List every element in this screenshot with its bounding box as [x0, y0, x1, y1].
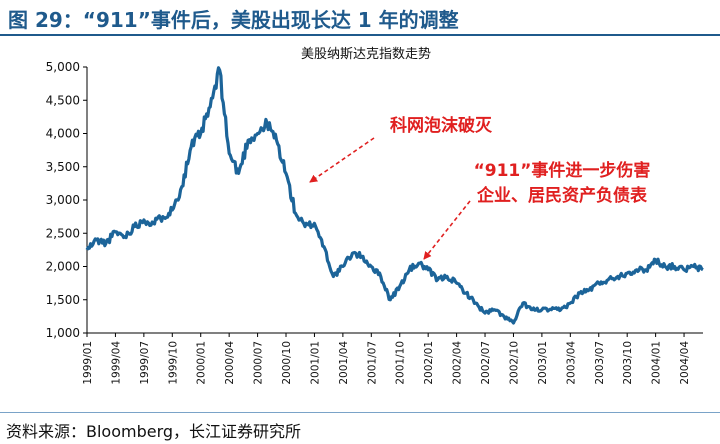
- source-note: 资料来源：Bloomberg，长江证券研究所: [6, 422, 302, 441]
- figure-title-text: “911”事件后，美股出现长达 1 年的调整: [82, 8, 459, 32]
- x-tick-label: 2000/10: [281, 341, 293, 385]
- y-tick-label: 1,000: [46, 326, 80, 340]
- x-tick-label: 2004/01: [651, 341, 663, 385]
- annotation-text: “911”事件进一步伤害: [474, 160, 651, 181]
- x-tick-label: 2002/04: [452, 341, 464, 385]
- figure-title: 图 29：“911”事件后，美股出现长达 1 年的调整: [8, 4, 459, 33]
- x-tick-label: 2003/01: [537, 341, 549, 385]
- nasdaq-line-chart: 美股纳斯达克指数走势 1,000 1,500 2,000 2,500 3,000 3,50…: [46, 46, 704, 385]
- x-tick-label: 1999/04: [110, 341, 122, 385]
- y-tick-label: 3,500: [46, 160, 80, 174]
- x-tick-label: 2000/01: [196, 341, 208, 385]
- annotation-arrow: [309, 137, 375, 183]
- x-tick-label: 2000/04: [224, 341, 236, 385]
- x-tick-label: 2002/01: [423, 341, 435, 385]
- x-tick-label: 1999/07: [139, 341, 151, 385]
- plot-area: [85, 66, 704, 325]
- x-tick-label: 2000/07: [253, 341, 265, 385]
- annotation-text: 企业、居民资产负债表: [476, 185, 648, 206]
- annotation-text: 科网泡沫破灭: [390, 115, 493, 136]
- x-tick-label: 2001/07: [366, 341, 378, 385]
- chart-title: 美股纳斯达克指数走势: [301, 46, 431, 62]
- y-tick-label: 5,000: [46, 60, 80, 74]
- y-tick-label: 1,500: [46, 293, 80, 307]
- footer-divider: [0, 412, 720, 413]
- x-tick-label: 2001/10: [395, 341, 407, 385]
- y-tick-label: 4,500: [46, 93, 80, 107]
- title-divider: [0, 34, 720, 36]
- x-tick-label: 1999/10: [167, 341, 179, 385]
- x-tick-label: 2001/04: [338, 341, 350, 385]
- x-tick-label: 2004/04: [679, 341, 691, 385]
- y-tick-label: 2,500: [46, 226, 80, 240]
- chart-axes: 1,000 1,500 2,000 2,500 3,000 3,500 4,000 4,500…: [46, 60, 703, 385]
- y-tick-label: 3,000: [46, 193, 80, 207]
- y-tick-label: 2,000: [46, 260, 80, 274]
- x-tick-label: 2001/01: [309, 341, 321, 385]
- x-tick-label: 2003/04: [565, 341, 577, 385]
- x-tick-label: 2002/10: [508, 341, 520, 385]
- y-tick-label: 4,000: [46, 127, 80, 141]
- x-tick-label: 2003/07: [594, 341, 606, 385]
- x-tick-label: 1999/01: [82, 341, 94, 385]
- nasdaq-series-line: [85, 66, 704, 325]
- x-tick-label: 2002/07: [480, 341, 492, 385]
- figure-label: 图 29：: [8, 8, 83, 32]
- x-tick-label: 2003/10: [622, 341, 634, 385]
- annotation-arrow: [423, 200, 471, 260]
